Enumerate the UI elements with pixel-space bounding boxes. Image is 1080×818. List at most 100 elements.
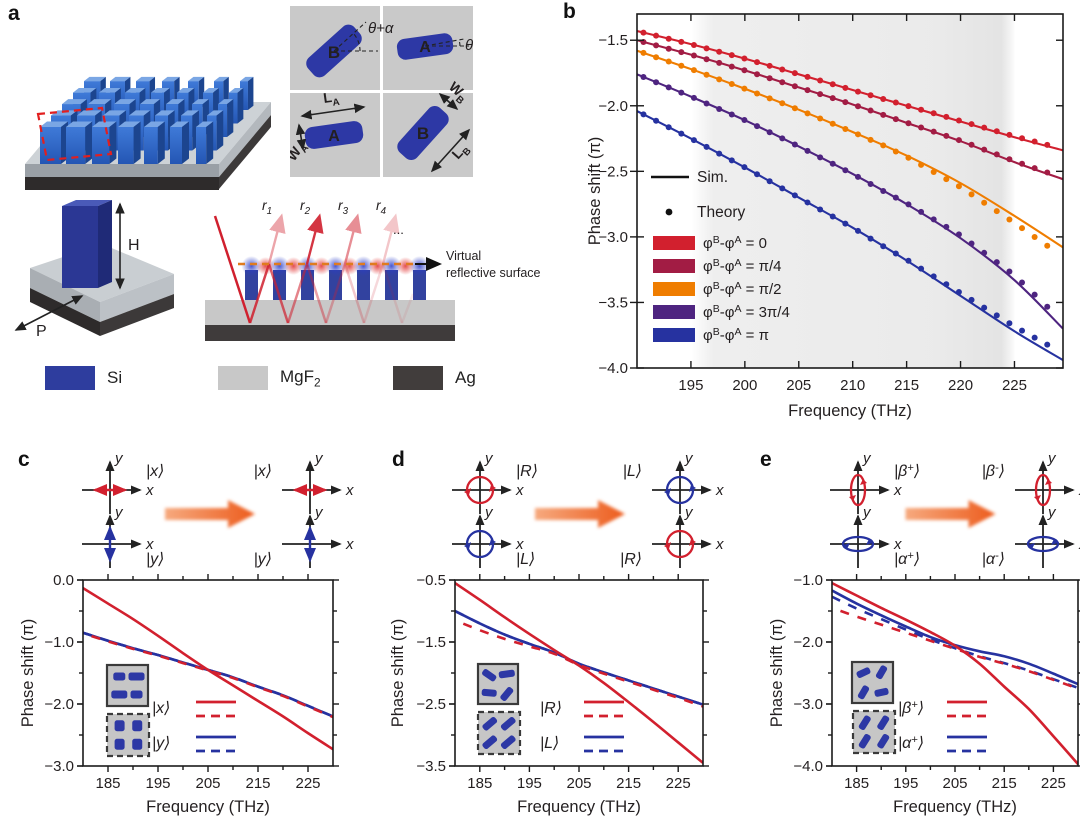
axis-cross: x y |x⟩ — [254, 450, 354, 514]
svg-text:−1.0: −1.0 — [44, 634, 74, 651]
panel-label-c: c — [18, 448, 30, 471]
angle-construction-lines — [333, 21, 469, 52]
y-axis-label: Phase shift (π) — [20, 619, 37, 728]
svg-text:φB-φA = 3π/4: φB-φA = 3π/4 — [703, 303, 790, 321]
svg-text:−3.0: −3.0 — [44, 758, 74, 775]
si-pillar-top — [62, 200, 112, 206]
svg-text:−4.0: −4.0 — [598, 360, 628, 377]
unit-cell-outline — [36, 106, 113, 162]
axis-ticks — [630, 14, 1016, 369]
meta-atom-a-label: A — [419, 39, 431, 56]
state-ket: |L⟩ — [516, 551, 535, 568]
state-ket: |β+⟩ — [894, 462, 920, 480]
svg-text:x: x — [715, 536, 724, 553]
ag-right — [100, 294, 174, 336]
svg-text:195: 195 — [145, 775, 170, 792]
series-line-3 — [455, 582, 703, 764]
x-axis-label: Frequency (THz) — [788, 402, 912, 420]
svg-text:Theory: Theory — [697, 204, 745, 221]
svg-text:x: x — [145, 536, 154, 553]
structure-inset-dashed — [851, 709, 897, 755]
meta-atom-b — [397, 105, 449, 161]
svg-text:−3.0: −3.0 — [598, 229, 628, 246]
svg-text:205: 205 — [566, 775, 591, 792]
svg-text:205: 205 — [195, 775, 220, 792]
tick-labels: 195 200 205 210 215 220 225 −1.5 −2.0 −2.5 −3.0 −3.… — [598, 32, 1027, 394]
series-dots-2 — [640, 49, 1051, 249]
svg-text:225: 225 — [295, 775, 320, 792]
dimension-arrows — [295, 92, 471, 173]
axis-cross: x y |L⟩ — [623, 450, 724, 514]
series-line-2 — [455, 619, 703, 708]
structure-inset-solid — [105, 663, 150, 708]
chart-c: 185 195 205 215 225 0.0 −1.0 −2.0 −3.0 Frequency … — [19, 568, 370, 818]
plot-box — [636, 13, 1064, 369]
svg-text:−2.0: −2.0 — [793, 634, 823, 651]
angle-theta-alpha-label: θ+α — [368, 20, 394, 37]
svg-text:195: 195 — [893, 775, 918, 792]
pillar-row — [245, 270, 426, 300]
svg-text:y: y — [862, 504, 872, 521]
axis-cross: x y |y⟩ — [82, 504, 164, 568]
plot-series — [83, 586, 333, 751]
ray-label: r4 — [376, 197, 387, 217]
polarization-transform-c: x y |x⟩ x y |y⟩ x y |x⟩ x y |y⟩ — [25, 450, 355, 579]
axis-cross: x y |β-⟩ — [982, 450, 1080, 514]
legend: |β+⟩ |α+⟩ — [898, 699, 987, 753]
ag-label: Ag — [455, 368, 476, 387]
svg-text:−3.5: −3.5 — [416, 758, 446, 775]
structure-inset-solid — [476, 662, 520, 706]
svg-text:y: y — [1047, 504, 1057, 521]
svg-text:|x⟩: |x⟩ — [152, 700, 170, 717]
axis-cross: x y |α+⟩ — [830, 504, 920, 568]
ray-paths — [213, 213, 415, 324]
ellipsis-label: ... — [393, 222, 404, 237]
panel-label-a: a — [8, 2, 20, 25]
svg-text:x: x — [515, 482, 524, 499]
svg-text:185: 185 — [844, 775, 869, 792]
materials-legend: Si MgF2 Ag — [0, 364, 560, 394]
transform-arrow — [905, 500, 996, 528]
svg-text:195: 195 — [517, 775, 542, 792]
ray-labels: r1 r2 r3 r4 — [262, 197, 387, 217]
polarization-transform-d: x y |R⟩ x y |L⟩ x y |L⟩ x y |R⟩ — [395, 450, 725, 579]
pillar-diagram: H P — [10, 192, 195, 362]
svg-text:x: x — [145, 482, 154, 499]
structure-inset-dashed — [105, 712, 151, 758]
plot-series — [637, 29, 1063, 362]
unit-cell-diagram: B A A B θ+α θ LA WA WB LB — [283, 6, 475, 186]
virtual-surface-label-2: reflective surface — [446, 266, 541, 280]
panel-label-d: d — [392, 448, 405, 471]
legend-item-mgf2: MgF2 — [218, 366, 321, 390]
svg-text:215: 215 — [894, 377, 919, 394]
svg-text:210: 210 — [840, 377, 865, 394]
ray-label: r2 — [300, 197, 311, 217]
mgf2-slab-side — [219, 102, 271, 177]
height-label: H — [128, 237, 140, 254]
axis-ticks-y — [637, 39, 1063, 369]
period-arrow — [14, 295, 84, 331]
state-ket: |y⟩ — [254, 551, 272, 568]
svg-text:x: x — [345, 536, 354, 553]
svg-text:φB-φA = π/2: φB-φA = π/2 — [703, 280, 781, 298]
mgf2-label: MgF2 — [280, 366, 321, 390]
svg-text:y: y — [114, 452, 124, 467]
svg-text:215: 215 — [245, 775, 270, 792]
svg-text:−3.0: −3.0 — [793, 696, 823, 713]
svg-text:y: y — [484, 504, 494, 521]
state-ket: |R⟩ — [620, 551, 642, 568]
metasurface-3d-illustration — [22, 14, 272, 205]
svg-text:205: 205 — [942, 775, 967, 792]
svg-text:x: x — [515, 536, 524, 553]
axis-cross: x y |L⟩ — [452, 504, 535, 568]
svg-text:−1.0: −1.0 — [793, 572, 823, 589]
ag-slab-side — [219, 115, 271, 189]
state-ket: |R⟩ — [516, 463, 538, 480]
mgf2-right — [100, 274, 174, 322]
state-ket: |y⟩ — [146, 551, 164, 568]
series-dots-0 — [640, 29, 1051, 148]
y-axis-label: Phase shift (π) — [768, 619, 786, 728]
x-axis-label: Frequency (THz) — [893, 798, 1017, 816]
svg-text:y: y — [314, 504, 324, 521]
axis-ticks-y — [77, 579, 339, 767]
